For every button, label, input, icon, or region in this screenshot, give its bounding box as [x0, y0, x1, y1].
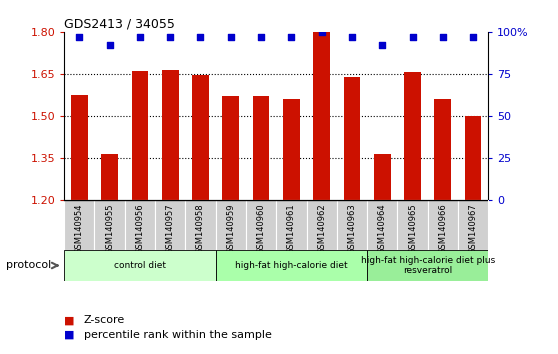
- Text: GSM140955: GSM140955: [105, 204, 114, 254]
- Bar: [458, 200, 488, 250]
- Text: high-fat high-calorie diet plus
resveratrol: high-fat high-calorie diet plus resverat…: [360, 256, 495, 275]
- Bar: [283, 99, 300, 200]
- Bar: [367, 250, 488, 281]
- Bar: [215, 250, 367, 281]
- Bar: [192, 75, 209, 200]
- Bar: [306, 200, 337, 250]
- Bar: [344, 77, 360, 200]
- Text: ■: ■: [64, 315, 78, 325]
- Bar: [162, 70, 179, 200]
- Bar: [94, 200, 125, 250]
- Text: GSM140962: GSM140962: [317, 204, 326, 254]
- Bar: [155, 200, 185, 250]
- Point: [378, 42, 387, 48]
- Text: high-fat high-calorie diet: high-fat high-calorie diet: [235, 261, 348, 270]
- Text: GSM140961: GSM140961: [287, 204, 296, 254]
- Bar: [101, 154, 118, 200]
- Point: [348, 34, 357, 40]
- Point: [136, 34, 145, 40]
- Bar: [337, 200, 367, 250]
- Bar: [435, 99, 451, 200]
- Text: GSM140959: GSM140959: [227, 204, 235, 254]
- Text: protocol: protocol: [6, 261, 51, 270]
- Text: GSM140960: GSM140960: [257, 204, 266, 254]
- Bar: [313, 32, 330, 200]
- Text: percentile rank within the sample: percentile rank within the sample: [84, 330, 272, 339]
- Text: GSM140954: GSM140954: [75, 204, 84, 254]
- Bar: [223, 96, 239, 200]
- Bar: [185, 200, 215, 250]
- Text: GSM140956: GSM140956: [136, 204, 145, 254]
- Bar: [276, 200, 306, 250]
- Bar: [215, 200, 246, 250]
- Point: [227, 34, 235, 40]
- Bar: [374, 154, 391, 200]
- Text: Z-score: Z-score: [84, 315, 125, 325]
- Bar: [64, 200, 94, 250]
- Bar: [132, 71, 148, 200]
- Bar: [71, 95, 88, 200]
- Text: GDS2413 / 34055: GDS2413 / 34055: [64, 18, 175, 31]
- Text: GSM140965: GSM140965: [408, 204, 417, 254]
- Point: [317, 29, 326, 35]
- Point: [408, 34, 417, 40]
- Bar: [427, 200, 458, 250]
- Point: [166, 34, 175, 40]
- Text: GSM140957: GSM140957: [166, 204, 175, 254]
- Point: [469, 34, 478, 40]
- Text: GSM140967: GSM140967: [469, 204, 478, 254]
- Bar: [64, 250, 215, 281]
- Point: [287, 34, 296, 40]
- Bar: [253, 96, 270, 200]
- Point: [105, 42, 114, 48]
- Bar: [465, 116, 482, 200]
- Bar: [367, 200, 397, 250]
- Text: GSM140963: GSM140963: [348, 204, 357, 254]
- Text: GSM140964: GSM140964: [378, 204, 387, 254]
- Bar: [125, 200, 155, 250]
- Bar: [397, 200, 427, 250]
- Text: ■: ■: [64, 330, 78, 339]
- Point: [257, 34, 266, 40]
- Point: [439, 34, 448, 40]
- Text: GSM140966: GSM140966: [439, 204, 448, 254]
- Text: GSM140958: GSM140958: [196, 204, 205, 254]
- Text: control diet: control diet: [114, 261, 166, 270]
- Point: [75, 34, 84, 40]
- Bar: [246, 200, 276, 250]
- Bar: [404, 73, 421, 200]
- Point: [196, 34, 205, 40]
